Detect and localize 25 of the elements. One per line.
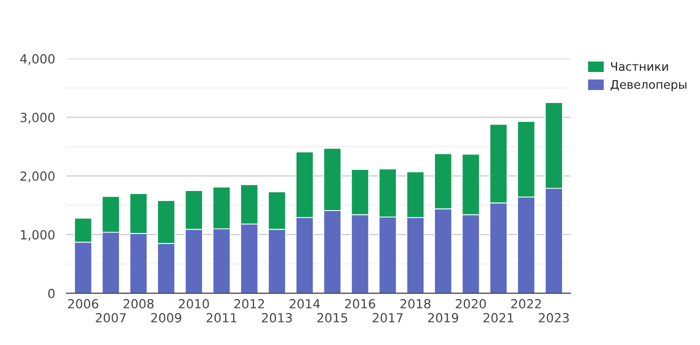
x-tick-label: 2016 (345, 299, 376, 308)
x-tick-label: 2008 (124, 299, 154, 308)
x-tick-label: 2015 (317, 313, 348, 322)
x-tick-label: 2019 (428, 313, 458, 322)
x-tick-label: 2021 (484, 313, 514, 322)
x-tick-label: 2012 (234, 299, 264, 308)
x-tick-label: 2022 (511, 299, 541, 308)
x-tick-label: 2018 (400, 299, 430, 308)
legend-label: Девелоперы (610, 80, 686, 92)
y-tick-label: 4,000 (20, 54, 55, 65)
x-tick-label: 2011 (206, 313, 236, 322)
x-tick-label: 2013 (262, 313, 292, 322)
y-tick-label: 2,000 (20, 171, 55, 182)
y-tick-label: 1,000 (20, 230, 55, 241)
x-tick-label: 2010 (178, 299, 209, 308)
x-tick-label: 2009 (151, 313, 182, 322)
legend-label: Частники (611, 62, 668, 71)
y-tick-label: 3,000 (20, 112, 55, 124)
x-tick-label: 2017 (372, 313, 403, 322)
x-tick-label: 2014 (290, 299, 320, 308)
x-tick-label: 2006 (68, 299, 98, 308)
x-tick-label: 2020 (456, 299, 486, 308)
x-tick-label: 2007 (96, 313, 126, 322)
y-tick-label: 0 (48, 288, 55, 298)
x-tick-label: 2023 (538, 313, 569, 322)
